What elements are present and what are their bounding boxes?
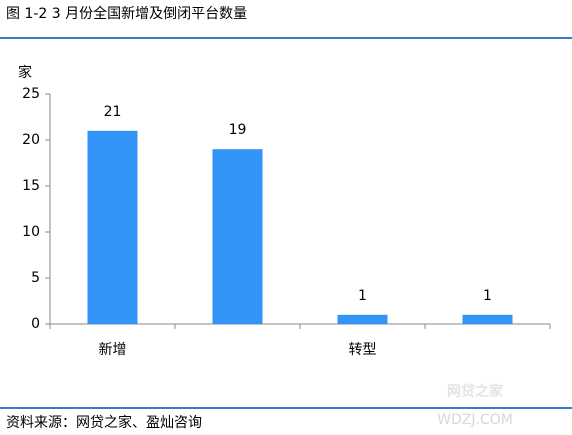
y-tick-label: 15 — [22, 178, 40, 194]
chart-title: 图 1-2 3 月份全国新增及倒闭平台数量 — [6, 5, 247, 22]
x-tick-label: 新增 — [99, 342, 127, 358]
x-tick-label: 转型 — [349, 342, 377, 358]
watermark: 网贷之家 — [447, 383, 504, 400]
data-label: 19 — [229, 122, 247, 138]
y-axis-label: 家 — [18, 64, 32, 81]
y-tick-label: 25 — [22, 86, 40, 102]
y-tick-label: 0 — [31, 316, 40, 332]
data-label: 1 — [483, 288, 492, 304]
bar — [87, 130, 138, 324]
y-tick-label: 5 — [31, 270, 40, 286]
data-label: 21 — [104, 104, 122, 120]
bar — [462, 314, 513, 324]
y-tick-label: 20 — [22, 132, 40, 148]
source-note: 资料来源：网贷之家、盈灿咨询 — [6, 414, 202, 431]
bar — [212, 149, 263, 324]
bar — [337, 314, 388, 324]
y-tick-label: 10 — [22, 224, 40, 240]
watermark-sub: WDZJ.COM — [437, 412, 513, 428]
data-label: 1 — [358, 288, 367, 304]
